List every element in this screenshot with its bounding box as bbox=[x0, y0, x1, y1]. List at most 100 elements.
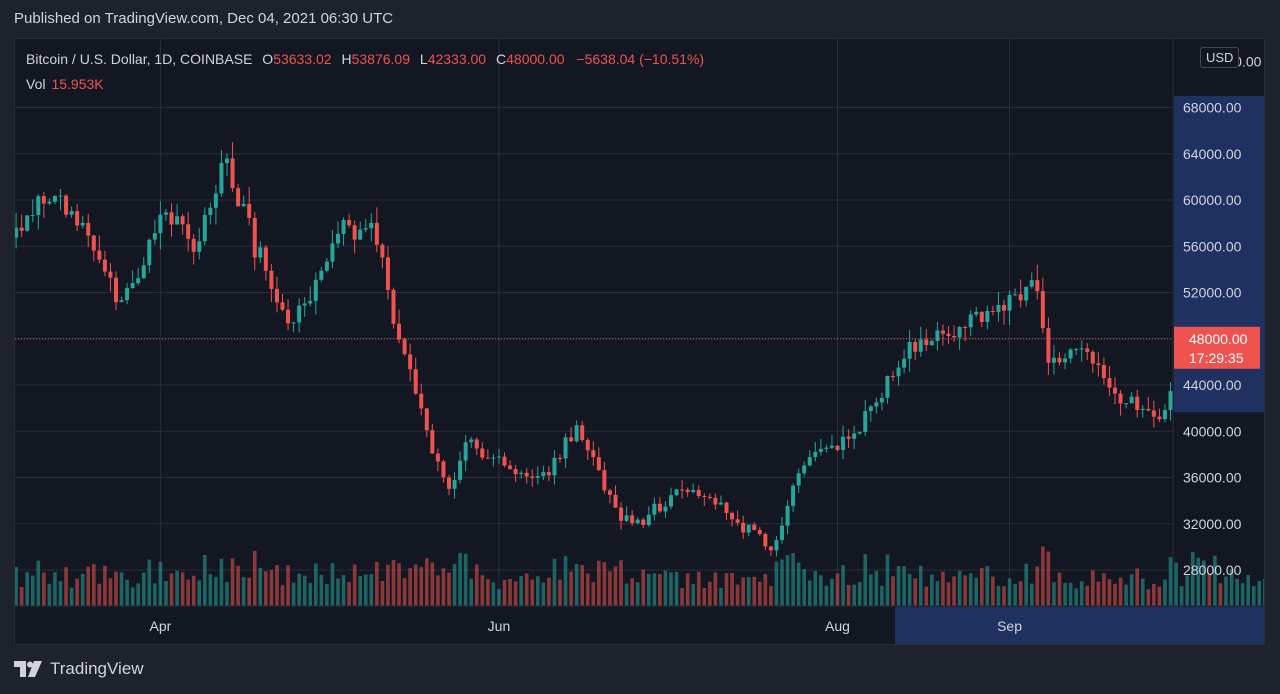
volume-bar bbox=[1052, 582, 1056, 606]
candle-body bbox=[796, 473, 801, 486]
candle-body bbox=[30, 215, 35, 217]
candle-body bbox=[713, 497, 718, 505]
volume-bar bbox=[780, 559, 784, 606]
volume-bar bbox=[330, 563, 335, 606]
candle-body bbox=[274, 288, 279, 303]
candle-body bbox=[852, 433, 857, 439]
published-caption: Published on TradingView.com, Dec 04, 20… bbox=[14, 10, 394, 27]
candle-body bbox=[36, 196, 41, 216]
volume-bar bbox=[58, 581, 63, 606]
volume-bar bbox=[918, 565, 923, 606]
candle-body bbox=[641, 519, 646, 525]
candle-body bbox=[763, 533, 768, 547]
volume-bar bbox=[963, 575, 967, 606]
candle-body bbox=[985, 310, 990, 323]
volume-bar bbox=[619, 560, 623, 606]
candle-body bbox=[1096, 363, 1101, 366]
candle-body bbox=[979, 311, 984, 323]
candle-body bbox=[1107, 378, 1112, 388]
candle-body bbox=[635, 519, 640, 524]
candle-body bbox=[108, 271, 113, 278]
volume-bar bbox=[69, 587, 74, 606]
candle-body bbox=[1074, 349, 1079, 351]
volume-bar bbox=[1163, 579, 1167, 606]
candle-body bbox=[1068, 349, 1073, 359]
volume-bar bbox=[1140, 578, 1145, 606]
currency-button[interactable]: USD bbox=[1200, 47, 1240, 68]
chart-panel[interactable]: 28000.00 32000.00 36000.00 40000.00 44000.00… bbox=[14, 38, 1265, 645]
volume-bar bbox=[1202, 560, 1206, 606]
volume-bar bbox=[86, 566, 91, 606]
candle-body bbox=[857, 431, 862, 434]
candle-body bbox=[829, 445, 834, 448]
volume-bar bbox=[1068, 582, 1073, 606]
volume-bar bbox=[1218, 583, 1223, 606]
candlestick-chart[interactable]: 28000.00 32000.00 36000.00 40000.00 44000.00… bbox=[15, 39, 1264, 644]
volume-bar bbox=[497, 589, 501, 606]
volume-bar bbox=[896, 566, 901, 606]
open-value: 53633.02 bbox=[273, 51, 332, 67]
volume-bar bbox=[841, 565, 845, 606]
volume-bar bbox=[1041, 546, 1045, 606]
last-price-label: 48000.00 bbox=[1189, 331, 1248, 347]
candle-body bbox=[818, 448, 823, 452]
volume-bar bbox=[552, 558, 557, 606]
candle-body bbox=[652, 503, 657, 515]
volume-bar bbox=[1179, 586, 1184, 606]
candle-body bbox=[669, 495, 673, 507]
y-tick-label: 60000.00 bbox=[1183, 192, 1242, 208]
volume-bar bbox=[1002, 586, 1006, 606]
tradingview-logo: TradingView bbox=[14, 659, 144, 679]
candle-body bbox=[347, 220, 352, 226]
volume-bar bbox=[347, 582, 351, 606]
volume-bar bbox=[1135, 568, 1139, 606]
candle-body bbox=[1024, 286, 1029, 301]
volume-bar bbox=[702, 587, 707, 606]
candle-body bbox=[496, 456, 501, 458]
candle-body bbox=[891, 375, 895, 377]
volume-bar bbox=[980, 567, 984, 606]
volume-bar bbox=[441, 568, 446, 606]
candle-body bbox=[463, 442, 468, 461]
candle-body bbox=[358, 229, 363, 240]
volume-bar bbox=[486, 579, 490, 606]
volume-bar bbox=[824, 585, 829, 606]
volume-bar bbox=[857, 582, 862, 606]
volume-bar bbox=[846, 585, 851, 606]
candle-body bbox=[663, 506, 668, 512]
volume-bar bbox=[1096, 581, 1101, 606]
candle-body bbox=[1063, 358, 1068, 363]
volume-bar bbox=[696, 571, 701, 606]
volume-bar bbox=[796, 562, 801, 606]
volume-bar bbox=[119, 572, 124, 606]
candle-body bbox=[879, 397, 884, 403]
volume-bar bbox=[630, 578, 634, 606]
volume-bar bbox=[613, 566, 618, 606]
x-tick-label: Apr bbox=[150, 618, 172, 634]
candle-body bbox=[491, 457, 496, 459]
volume-bar bbox=[1079, 581, 1084, 606]
symbol-title: Bitcoin / U.S. Dollar, 1D, COINBASE bbox=[26, 51, 253, 67]
volume-bar bbox=[807, 580, 812, 606]
volume-bar bbox=[336, 578, 340, 606]
candle-body bbox=[502, 456, 507, 466]
volume-bar bbox=[169, 573, 174, 606]
candle-body bbox=[269, 270, 274, 289]
candle-body bbox=[119, 300, 124, 303]
candle-body bbox=[424, 408, 429, 431]
volume-bar bbox=[813, 571, 818, 606]
volume-bar bbox=[713, 572, 718, 606]
candle-body bbox=[485, 457, 490, 459]
volume-bar bbox=[1057, 572, 1062, 606]
candle-body bbox=[69, 211, 74, 215]
candle-body bbox=[519, 472, 524, 475]
candle-body bbox=[563, 437, 568, 459]
candle-body bbox=[835, 445, 840, 450]
y-tick-label: 56000.00 bbox=[1183, 238, 1242, 254]
candle-body bbox=[913, 342, 918, 352]
volume-bar bbox=[536, 576, 540, 606]
volume-bar bbox=[913, 578, 917, 606]
candle-body bbox=[963, 327, 968, 329]
volume-bar bbox=[946, 582, 951, 606]
volume-legend: Vol 15.953K bbox=[26, 76, 104, 92]
